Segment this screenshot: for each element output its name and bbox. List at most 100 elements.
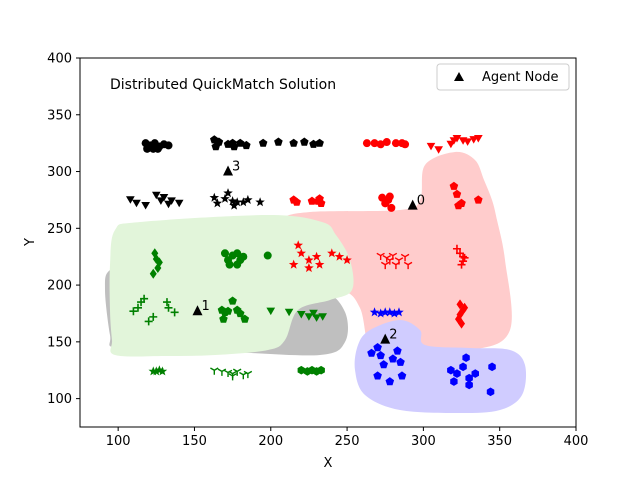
point-circle-4-0 [362,139,371,148]
point-star-19-4 [389,308,400,318]
point-pentagon-6-1 [292,197,301,206]
point-plus-9-5 [460,253,469,262]
point-hexagon-21-1 [453,369,461,378]
y-tick-label: 200 [47,279,72,294]
point-triangle_down-2-0 [126,196,135,204]
point-star-7-9 [304,263,314,273]
point-pentagon-6-5 [316,198,326,207]
point-hexagon-21-4 [465,373,473,383]
point-pentagon-20-7 [373,371,382,380]
point-triangle_down-2-7 [167,197,176,205]
agent-node-marker-3 [223,165,234,176]
point-triangle_down-15-4 [309,309,318,318]
legend: Agent Node [436,63,570,91]
x-tick-label: 300 [411,434,436,449]
point-triangle_down-15-3 [304,313,314,321]
point-triangle_down-15-6 [318,313,327,321]
axis-ticks: 100 150 200 250 300 350 400 100 150 200 250 300 350 4… [47,52,588,450]
agent-node-label-1: 1 [202,299,210,314]
point-circle-4-1 [370,139,379,148]
point-pentagon-6-10 [457,198,466,207]
x-tick-label: 150 [182,434,207,449]
point-triangle_down-5-8 [474,135,483,143]
point-plus-9-0 [452,244,461,253]
point-tri_down-17-5 [239,371,248,380]
point-pentagon-20-3 [379,360,388,369]
point-pentagon-1-13 [229,142,239,151]
cluster-regions [104,151,527,413]
point-pentagon-1-8 [289,138,298,147]
point-plus-13-4 [144,317,153,326]
point-circle-0-8 [153,144,162,153]
point-pentagon-6-2 [307,196,317,205]
point-star-3-1 [212,198,223,208]
point-hexagon-21-0 [447,365,455,375]
agent-node-marker-1 [192,305,203,316]
point-tri_down-17-0 [210,367,219,375]
point-star-7-1 [296,248,306,258]
point-circle-4-9 [387,203,396,212]
point-pentagon-6-8 [452,189,462,198]
point-plus-13-7 [164,303,173,312]
point-hexagon-21-9 [450,377,458,386]
point-tri_down-17-4 [232,368,242,376]
point-pentagon-1-12 [211,142,221,151]
y-tick-label: 150 [47,335,72,350]
point-star-3-9 [229,200,239,210]
y-axis-label: Y [23,238,38,247]
x-tick-label: 400 [564,434,589,449]
point-pentagon-20-1 [373,343,382,352]
point-circle-12-6 [225,260,234,269]
x-tick-label: 350 [487,434,512,449]
point-triangle_down-5-6 [463,138,472,146]
point-pentagon-20-0 [367,348,376,357]
point-hexagon-21-7 [486,387,495,397]
point-tri_down-17-6 [243,370,253,379]
point-triangle_down-15-2 [297,311,306,319]
point-hexagon-21-6 [488,362,496,372]
point-circle-12-3 [233,249,242,258]
y-tick-label: 350 [47,108,72,123]
point-star-7-5 [327,248,337,258]
point-star-19-0 [369,307,380,317]
point-pentagon-20-4 [388,354,398,363]
y-tick-label: 300 [47,165,72,180]
point-triangle_down-5-1 [434,146,443,154]
point-pentagon-6-6 [474,195,483,204]
point-tri_down-8-5 [400,253,410,262]
point-pentagon-14-3 [228,296,237,305]
agent-node-label-0: 0 [417,194,425,209]
agent-node-label-2: 2 [389,328,397,343]
point-diamond-11-4 [149,268,157,279]
point-pentagon-20-9 [396,357,405,366]
point-star-3-5 [232,197,242,207]
point-plus-13-8 [170,308,179,317]
point-diamond-10-5 [461,302,469,313]
point-pentagon-14-7 [219,314,228,323]
point-triangle_down-15-5 [312,314,321,322]
plot-frame [79,57,577,428]
point-star-19-5 [394,307,404,317]
point-hexagon-21-3 [462,353,470,362]
legend-marker-triangle [454,72,464,81]
point-hexagon-21-2 [459,362,467,372]
point-hexagon-21-5 [471,369,479,378]
point-star-3-2 [220,193,230,203]
point-pentagon-20-6 [397,371,407,380]
point-star-16-3 [157,366,168,376]
point-tri_down-8-3 [388,252,398,261]
point-circle-12-0 [220,249,229,258]
y-tick-label: 400 [47,52,72,67]
point-pentagon-20-2 [376,351,385,360]
agent-node-label-3: 3 [232,160,240,175]
point-star-3-6 [238,197,249,207]
point-plus-9-4 [457,260,466,269]
point-plus-13-3 [140,294,149,303]
point-pentagon-14-5 [236,309,245,318]
point-tri_down-17-7 [228,373,237,381]
point-circle-4-6 [401,140,410,149]
chart-title: Distributed QuickMatch Solution [110,77,336,93]
point-pentagon-14-2 [223,306,233,315]
point-star-7-2 [304,255,314,265]
